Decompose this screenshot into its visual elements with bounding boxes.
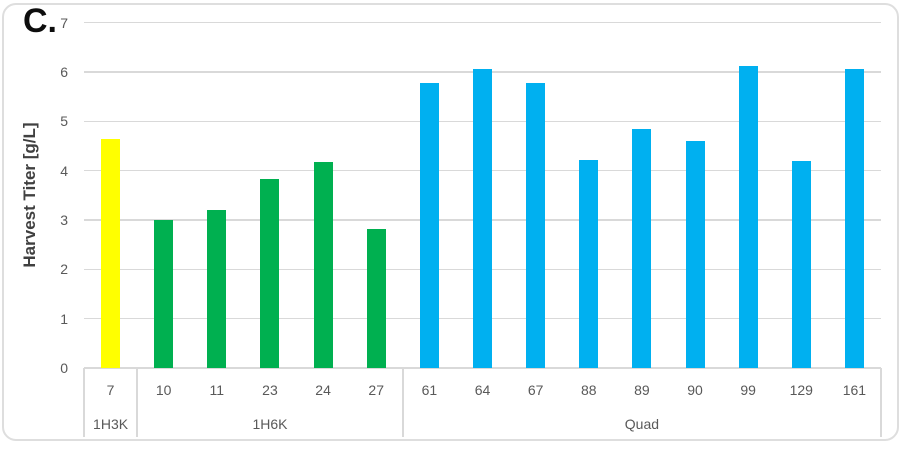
panel-label: C. — [23, 2, 57, 40]
y-tick-label: 7 — [60, 14, 68, 31]
group-label-Quad: Quad — [624, 416, 660, 432]
bar-11 — [207, 210, 227, 368]
category-group-divider — [83, 368, 85, 437]
category-group-divider — [880, 368, 882, 437]
y-axis-title: Harvest Titer [g/L] — [20, 122, 39, 268]
category-label-90: 90 — [687, 382, 703, 398]
bar-7 — [101, 138, 121, 368]
bar-99 — [738, 65, 758, 368]
bar-24 — [313, 161, 333, 368]
group-label-1H3K: 1H3K — [93, 416, 129, 432]
y-tick-label: 2 — [60, 261, 68, 278]
category-label-23: 23 — [262, 382, 278, 398]
bar-89 — [632, 128, 652, 368]
y-tick-label: 5 — [60, 113, 68, 130]
bar-23 — [260, 179, 280, 368]
y-tick-label: 0 — [60, 360, 68, 376]
category-label-129: 129 — [789, 382, 813, 398]
category-label-161: 161 — [842, 382, 867, 398]
category-group-divider — [136, 368, 138, 437]
bar-161 — [844, 68, 864, 368]
bar-27 — [366, 228, 386, 368]
category-label-7: 7 — [106, 382, 115, 398]
bar-67 — [526, 82, 546, 368]
category-label-27: 27 — [368, 382, 384, 398]
category-label-11: 11 — [209, 382, 225, 398]
bar-61 — [419, 82, 439, 368]
category-label-99: 99 — [740, 382, 756, 398]
y-tick-label: 4 — [60, 162, 68, 179]
bar-90 — [685, 141, 705, 368]
category-label-64: 64 — [474, 382, 491, 398]
category-label-67: 67 — [527, 382, 544, 398]
category-group-divider — [402, 368, 404, 437]
category-label-61: 61 — [421, 382, 438, 398]
bar-10 — [154, 219, 174, 368]
bar-88 — [579, 159, 599, 368]
y-tick-label: 3 — [60, 211, 68, 228]
category-label-10: 10 — [155, 382, 172, 398]
y-tick-label: 6 — [60, 63, 68, 80]
y-tick-label: 1 — [60, 310, 68, 327]
bar-129 — [791, 160, 811, 368]
category-label-24: 24 — [315, 382, 331, 398]
bar-64 — [473, 69, 492, 368]
category-label-88: 88 — [580, 382, 597, 398]
x-axis-line — [84, 367, 881, 369]
category-label-89: 89 — [634, 382, 650, 398]
gridline — [84, 21, 881, 24]
group-label-1H6K: 1H6K — [252, 416, 288, 432]
